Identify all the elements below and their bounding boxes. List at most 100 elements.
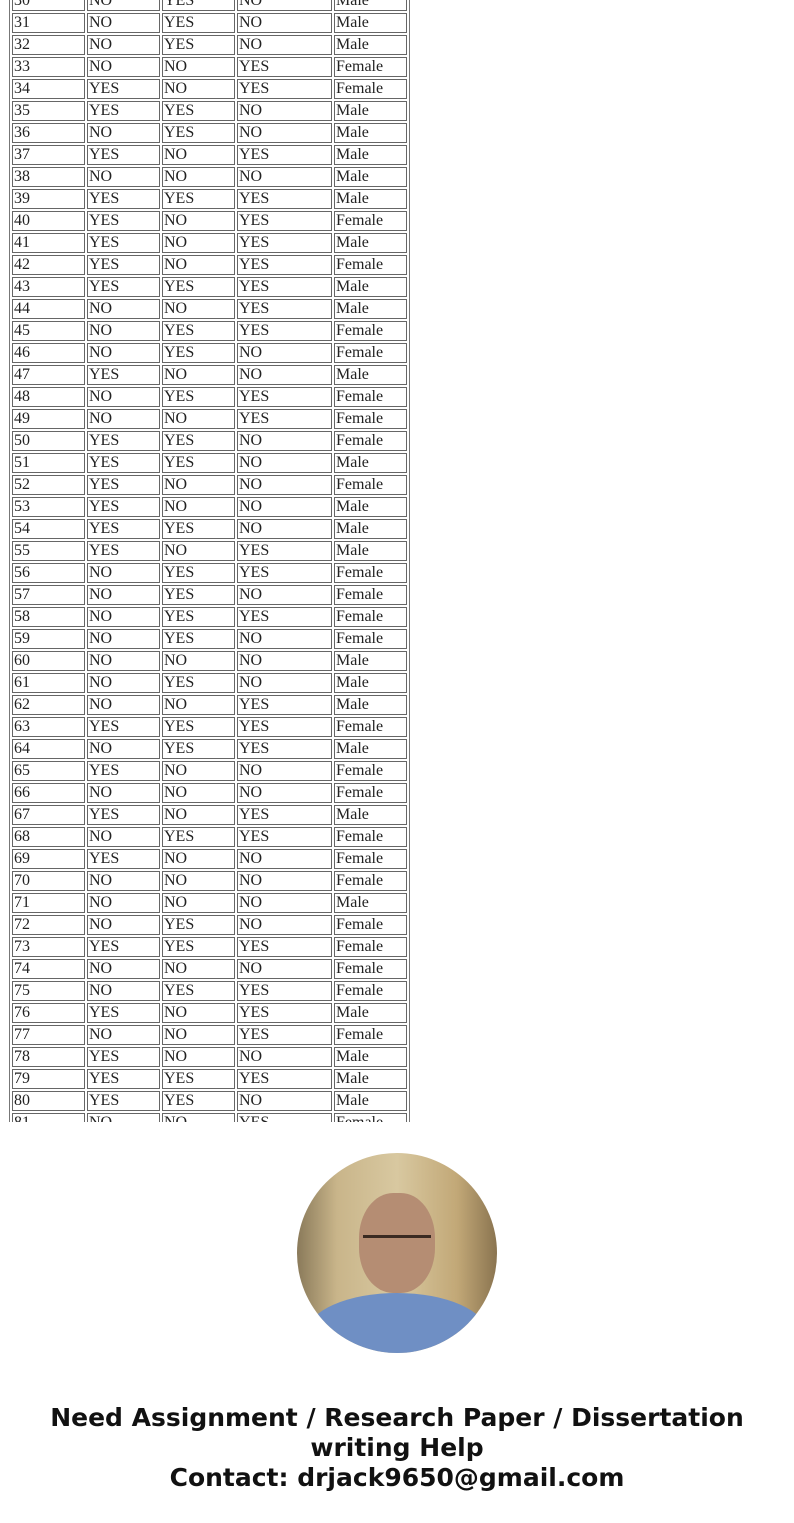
table-row: 68 NO YES YES Female [12, 827, 407, 847]
table-cell: NO [237, 673, 332, 693]
table-cell: YES [237, 563, 332, 583]
table-cell: NO [87, 673, 160, 693]
table-cell: NO [237, 453, 332, 473]
table-cell: NO [87, 167, 160, 187]
table-cell: Female [334, 937, 407, 957]
table-row: 66 NO NO NO Female [12, 783, 407, 803]
table-cell: YES [87, 453, 160, 473]
table-cell: 44 [12, 299, 85, 319]
table-cell: NO [237, 761, 332, 781]
table-cell: Female [334, 981, 407, 1001]
table-cell: YES [162, 123, 235, 143]
table-cell: Female [334, 79, 407, 99]
table-cell: NO [237, 0, 332, 11]
table-cell: 48 [12, 387, 85, 407]
table-cell: Male [334, 277, 407, 297]
table-cell: 79 [12, 1069, 85, 1089]
table-cell: 76 [12, 1003, 85, 1023]
table-cell: NO [237, 585, 332, 605]
table-cell: NO [87, 607, 160, 627]
table-cell: NO [162, 233, 235, 253]
table-cell: Female [334, 783, 407, 803]
table-row: 32 NO YES NO Male [12, 35, 407, 55]
table-cell: YES [162, 189, 235, 209]
table-row: 74 NO NO NO Female [12, 959, 407, 979]
table-cell: NO [237, 651, 332, 671]
table-cell: 64 [12, 739, 85, 759]
table-row: 75 NO YES YES Female [12, 981, 407, 1001]
avatar-shirt [307, 1293, 487, 1353]
table-cell: NO [87, 651, 160, 671]
table-cell: Female [334, 717, 407, 737]
table-cell: 33 [12, 57, 85, 77]
table-cell: 54 [12, 519, 85, 539]
table-cell: NO [162, 497, 235, 517]
table-cell: YES [87, 1003, 160, 1023]
table-cell: YES [87, 1069, 160, 1089]
table-cell: YES [87, 431, 160, 451]
table-cell: NO [87, 343, 160, 363]
table-row: 72 NO YES NO Female [12, 915, 407, 935]
table-cell: YES [162, 453, 235, 473]
table-cell: NO [237, 13, 332, 33]
table-cell: Male [334, 123, 407, 143]
table-cell: YES [237, 57, 332, 77]
table-row: 43 YES YES YES Male [12, 277, 407, 297]
table-cell: YES [237, 607, 332, 627]
table-cell: NO [237, 959, 332, 979]
table-cell: Female [334, 387, 407, 407]
table-row: 69 YES NO NO Female [12, 849, 407, 869]
table-row: 71 NO NO NO Male [12, 893, 407, 913]
table-cell: YES [87, 937, 160, 957]
table-row: 42 YES NO YES Female [12, 255, 407, 275]
table-cell: Male [334, 453, 407, 473]
table-cell: NO [87, 0, 160, 11]
table-cell: YES [162, 563, 235, 583]
table-cell: YES [237, 211, 332, 231]
table-cell: NO [237, 871, 332, 891]
table-row: 52 YES NO NO Female [12, 475, 407, 495]
table-cell: NO [237, 167, 332, 187]
table-cell: NO [237, 431, 332, 451]
table-cell: Male [334, 365, 407, 385]
table-cell: 39 [12, 189, 85, 209]
table-row: 34 YES NO YES Female [12, 79, 407, 99]
table-cell: 81 [12, 1113, 85, 1122]
table-row: 62 NO NO YES Male [12, 695, 407, 715]
table-cell: YES [237, 321, 332, 341]
table-cell: NO [237, 343, 332, 363]
table-cell: YES [162, 0, 235, 11]
table-cell: YES [237, 255, 332, 275]
table-cell: 36 [12, 123, 85, 143]
table-cell: 40 [12, 211, 85, 231]
table-cell: YES [162, 607, 235, 627]
table-row: 61 NO YES NO Male [12, 673, 407, 693]
table-cell: YES [87, 1047, 160, 1067]
table-cell: Female [334, 827, 407, 847]
table-cell: YES [87, 497, 160, 517]
table-cell: Female [334, 1025, 407, 1045]
table-cell: Female [334, 849, 407, 869]
table-cell: 41 [12, 233, 85, 253]
table-cell: YES [162, 431, 235, 451]
table-row: 77 NO NO YES Female [12, 1025, 407, 1045]
table-cell: YES [237, 827, 332, 847]
table-cell: YES [237, 1069, 332, 1089]
table-cell: YES [87, 189, 160, 209]
table-cell: NO [237, 123, 332, 143]
table-cell: NO [87, 871, 160, 891]
table-cell: NO [162, 1113, 235, 1122]
table-cell: 49 [12, 409, 85, 429]
table-cell: Male [334, 13, 407, 33]
table-row: 47 YES NO NO Male [12, 365, 407, 385]
table-cell: YES [162, 739, 235, 759]
table-cell: YES [87, 519, 160, 539]
table-cell: 57 [12, 585, 85, 605]
table-row: 65 YES NO NO Female [12, 761, 407, 781]
table-cell: 78 [12, 1047, 85, 1067]
table-row: 45 NO YES YES Female [12, 321, 407, 341]
table-cell: NO [87, 57, 160, 77]
table-cell: Male [334, 1069, 407, 1089]
table-cell: Male [334, 541, 407, 561]
table-cell: 62 [12, 695, 85, 715]
